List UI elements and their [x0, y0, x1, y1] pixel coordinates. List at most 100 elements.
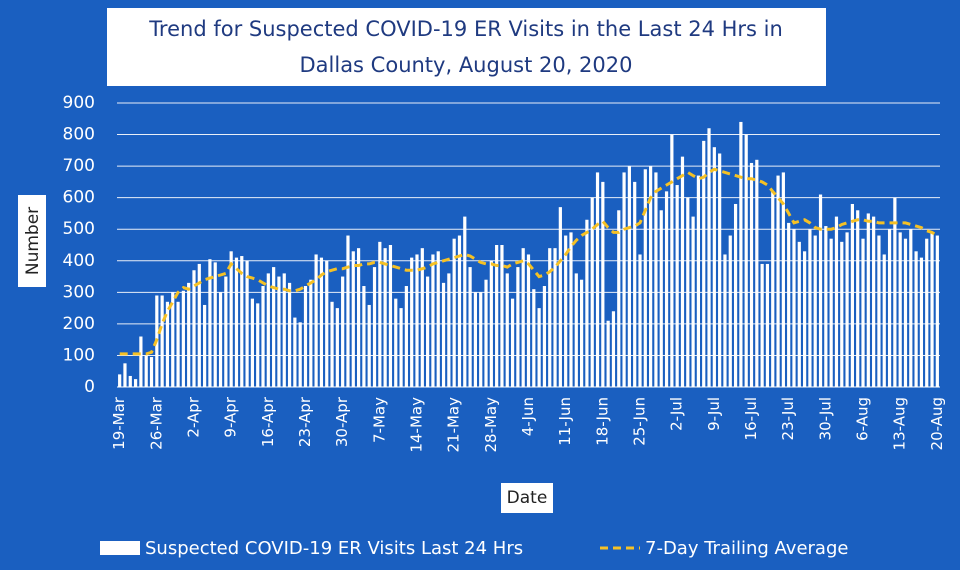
- bar: [739, 121, 743, 387]
- bar: [712, 147, 716, 387]
- bar: [935, 235, 939, 387]
- bar: [808, 229, 812, 387]
- bar: [325, 260, 329, 387]
- bar: [760, 263, 764, 387]
- bar: [654, 172, 658, 387]
- bar: [898, 232, 902, 387]
- y-tick-label: 600: [63, 188, 95, 208]
- bar: [733, 203, 738, 387]
- legend-label: Suspected COVID-19 ER Visits Last 24 Hrs: [145, 538, 523, 559]
- bar: [765, 263, 770, 387]
- bar: [362, 286, 366, 387]
- bar: [447, 273, 451, 387]
- bar: [457, 235, 462, 387]
- y-tick-label: 800: [63, 125, 95, 145]
- x-axis-label: Date: [507, 488, 548, 508]
- bar: [149, 357, 154, 387]
- bar: [282, 273, 286, 387]
- bar: [590, 197, 594, 387]
- bar: [776, 175, 780, 387]
- bar: [346, 235, 350, 387]
- bar: [399, 308, 403, 387]
- x-tick-label: 14-May: [407, 397, 425, 453]
- bar: [702, 140, 706, 387]
- bar: [659, 210, 663, 387]
- bar: [861, 238, 865, 387]
- bar: [691, 216, 695, 387]
- average-line: [119, 167, 939, 356]
- bar: [601, 181, 605, 387]
- y-tick-label: 500: [63, 219, 95, 239]
- bar: [813, 235, 817, 387]
- bar: [468, 267, 472, 387]
- x-tick-label: 11-Jun: [556, 397, 574, 446]
- bar: [123, 363, 127, 387]
- x-tick-label: 21-May: [445, 397, 463, 453]
- bar: [203, 304, 207, 387]
- bar: [824, 226, 828, 387]
- y-tick-label: 0: [84, 377, 95, 397]
- bar: [139, 336, 143, 387]
- bar: [420, 248, 424, 387]
- bar: [431, 254, 435, 387]
- y-axis-label: Number: [23, 207, 43, 275]
- bar: [638, 254, 642, 387]
- x-tick-label: 26-Mar: [147, 396, 165, 450]
- bar: [394, 298, 398, 387]
- bar: [579, 279, 584, 387]
- bar: [287, 282, 292, 387]
- bar: [606, 320, 610, 387]
- x-tick-label: 30-Jul: [816, 397, 834, 440]
- x-tick-label: 19-Mar: [110, 396, 128, 450]
- bar: [707, 128, 711, 387]
- bar: [128, 375, 132, 387]
- bar: [521, 248, 525, 387]
- bar: [877, 235, 881, 387]
- bar: [882, 254, 886, 387]
- bar: [840, 241, 844, 387]
- bar: [558, 207, 562, 387]
- bar: [781, 172, 785, 387]
- bar: [489, 260, 493, 387]
- bar: [893, 197, 897, 387]
- bar: [829, 238, 833, 387]
- x-tick-label: 13-Aug: [891, 397, 909, 450]
- x-tick-label: 23-Jul: [779, 397, 797, 440]
- bar: [542, 286, 547, 387]
- bar: [309, 279, 313, 387]
- y-label-box: [18, 195, 46, 287]
- legend-label: 7-Day Trailing Average: [645, 538, 848, 559]
- bar: [903, 238, 908, 387]
- bar: [872, 216, 876, 387]
- bar: [383, 248, 387, 387]
- y-tick-label: 700: [63, 156, 95, 176]
- y-tick-label: 400: [63, 251, 95, 271]
- bar: [686, 197, 690, 387]
- bar: [850, 203, 854, 387]
- bar: [930, 232, 934, 387]
- bar: [744, 134, 748, 387]
- bar: [510, 298, 515, 387]
- x-tick-label: 6-Aug: [854, 397, 872, 441]
- x-tick-label: 2-Apr: [184, 396, 202, 437]
- legend-swatch: [100, 541, 140, 555]
- bar: [627, 166, 631, 387]
- bar: [367, 304, 371, 387]
- bar: [118, 374, 122, 387]
- x-tick-label: 30-Apr: [333, 396, 351, 447]
- x-tick-label: 23-Apr: [296, 396, 314, 447]
- bar: [266, 273, 270, 387]
- bar: [261, 286, 265, 387]
- bar: [341, 276, 345, 387]
- x-tick-label: 25-Jun: [631, 397, 649, 446]
- bar: [378, 241, 382, 387]
- bar: [218, 292, 223, 387]
- bar: [532, 289, 536, 387]
- bar: [441, 282, 446, 387]
- y-tick-label: 900: [63, 93, 95, 113]
- bar: [388, 245, 393, 387]
- bar: [484, 279, 488, 387]
- bar: [569, 232, 573, 387]
- bar: [749, 162, 754, 387]
- bar: [463, 216, 467, 387]
